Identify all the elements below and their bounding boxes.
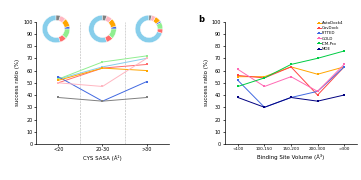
Y-axis label: success ratio (%): success ratio (%) (16, 59, 21, 106)
Legend: AutoDock4, CovDock, FITTED, GOLD, ICM-Pro, MOE: AutoDock4, CovDock, FITTED, GOLD, ICM-Pr… (317, 21, 343, 51)
Y-axis label: success ratio (%): success ratio (%) (204, 59, 209, 106)
X-axis label: Binding Site Volume (Å³): Binding Site Volume (Å³) (257, 154, 325, 160)
X-axis label: CYS SASA (Å²): CYS SASA (Å²) (83, 155, 122, 161)
Text: b: b (198, 15, 204, 24)
